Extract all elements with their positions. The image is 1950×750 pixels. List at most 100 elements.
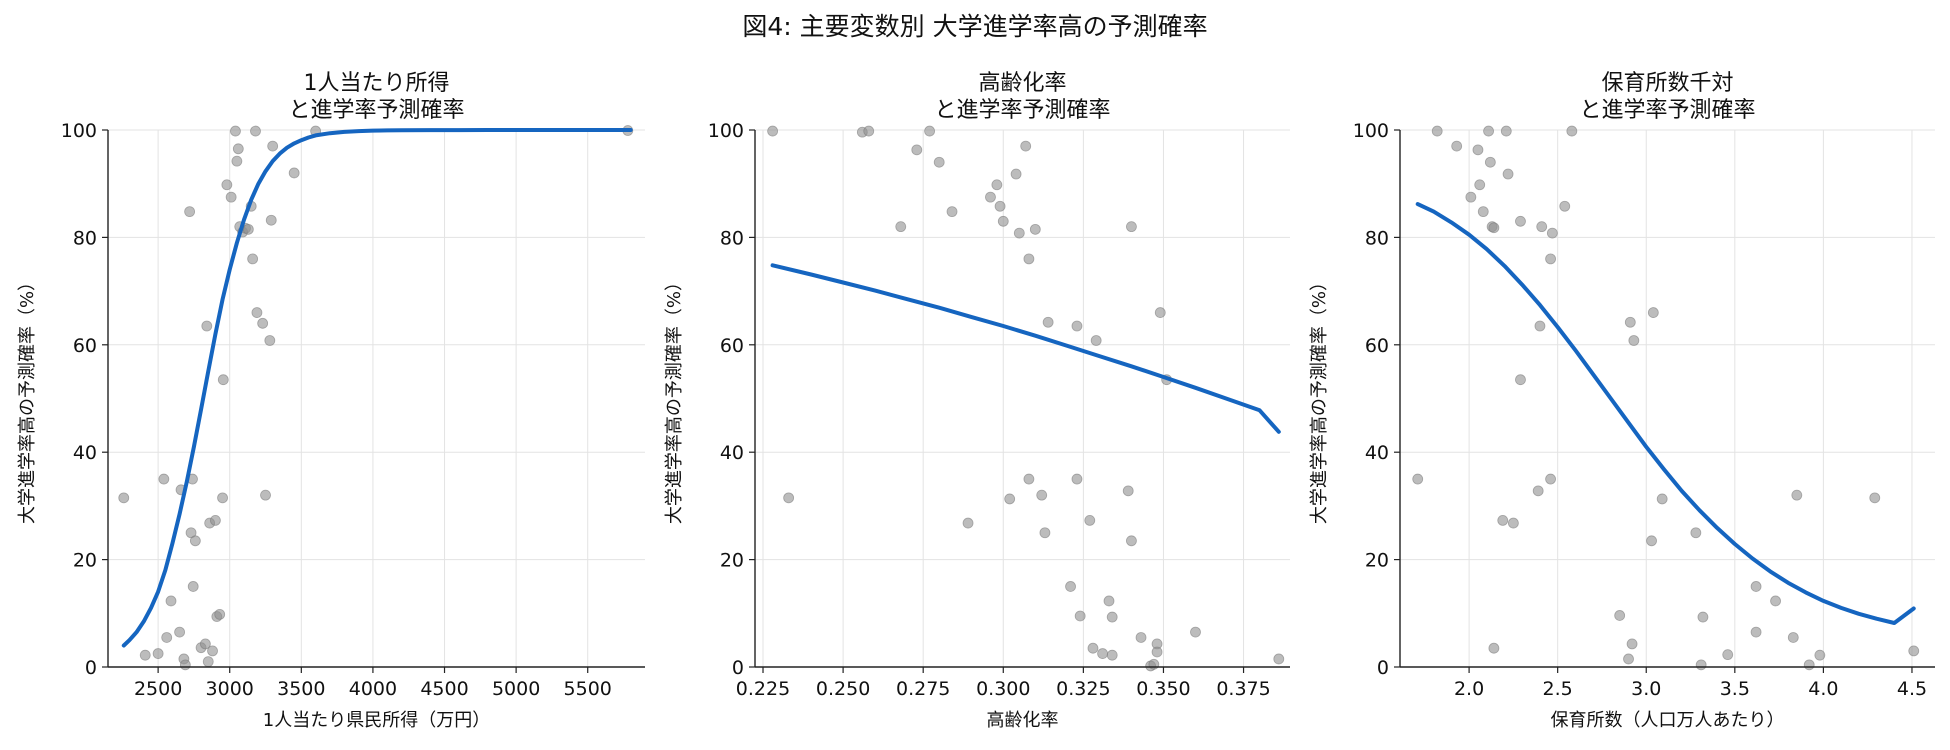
scatter-point-8 bbox=[1483, 125, 1494, 137]
chart-panel-1: 2500 3000 3500 4000 4500 5000 5500 0 20 40 60 80 100… bbox=[17, 71, 645, 731]
scatter-point-17 bbox=[1515, 215, 1526, 227]
scatter-point-39 bbox=[1750, 626, 1762, 638]
scatter-point-41 bbox=[260, 489, 271, 501]
scatter-point-28 bbox=[225, 191, 237, 203]
chart-title-line-1: 保育所数千対 bbox=[1601, 71, 1733, 96]
scatter-point-38 bbox=[1722, 649, 1734, 661]
scatter-point-29 bbox=[1624, 316, 1636, 328]
scatter-point-40 bbox=[1750, 581, 1762, 592]
scatter-point-5 bbox=[161, 632, 173, 643]
scatter-point-23 bbox=[1039, 527, 1051, 539]
scatter-point-9 bbox=[1484, 156, 1496, 168]
scatter-point-27 bbox=[1614, 610, 1626, 621]
scatter-point-33 bbox=[1103, 595, 1115, 607]
x-tick-label: 5000 bbox=[492, 678, 540, 700]
scatter-point-47 bbox=[1273, 653, 1285, 665]
scatter-point-37 bbox=[1126, 221, 1137, 233]
scatter-point-25 bbox=[217, 492, 228, 504]
scatter-point-37 bbox=[1697, 611, 1709, 623]
scatter-point-21 bbox=[1029, 223, 1041, 235]
x-tick-label: 4.0 bbox=[1808, 678, 1838, 700]
scatter-point-42 bbox=[1787, 632, 1799, 643]
chart-panels: 2500 3000 3500 4000 4500 5000 5500020406080100… bbox=[17, 71, 1935, 731]
scatter-point-43 bbox=[1151, 646, 1163, 658]
fitted-curve bbox=[1415, 202, 1916, 625]
x-tick-label: 3500 bbox=[277, 678, 325, 700]
scatter-point-16 bbox=[1507, 517, 1519, 529]
scatter-point-16 bbox=[1010, 168, 1022, 180]
x-tick-label: 0.225 bbox=[736, 678, 790, 700]
scatter-point-29 bbox=[230, 125, 241, 137]
scatter-point-43 bbox=[1791, 489, 1803, 501]
scatter-point-1 bbox=[1412, 473, 1424, 485]
scatter-point-41 bbox=[1770, 595, 1781, 607]
scatter-point-25 bbox=[1065, 581, 1076, 592]
scatter-point-39 bbox=[1135, 632, 1147, 643]
scatter-point-10 bbox=[962, 517, 974, 529]
x-tick-label: 0.300 bbox=[976, 678, 1030, 700]
scatter-point-6 bbox=[165, 595, 177, 607]
chart-panel-2: 0.225 0.250 0.275 0.300 0.325 0.350 0.375 0 20 40… bbox=[664, 71, 1290, 731]
scatter-point-46 bbox=[1190, 626, 1201, 638]
x-tick-label: 0.250 bbox=[816, 678, 870, 700]
scatter-point-15 bbox=[1502, 168, 1514, 180]
scatter-point-6 bbox=[911, 144, 923, 156]
scatter-point-1 bbox=[767, 125, 779, 137]
y-tick-label: 60 bbox=[73, 335, 97, 357]
chart-title-line-2: と進学率予測確率 bbox=[288, 98, 464, 123]
scatter-point-4 bbox=[863, 125, 875, 137]
scatter-point-11 bbox=[1488, 222, 1500, 234]
scatter-point-44 bbox=[1803, 659, 1815, 671]
scatter-point-18 bbox=[1515, 374, 1526, 386]
scatter-point-43 bbox=[265, 214, 277, 226]
scatter-point-7 bbox=[1477, 206, 1489, 218]
scatter-point-17 bbox=[1013, 227, 1025, 239]
scatter-point-21 bbox=[207, 645, 218, 657]
y-axis-label: 大学進学率高の予測確率（%） bbox=[1309, 273, 1330, 524]
scatter-point-2 bbox=[139, 649, 151, 661]
scatter-point-24 bbox=[1546, 227, 1558, 239]
scatter-point-29 bbox=[1084, 514, 1096, 526]
scatter-point-42 bbox=[264, 335, 276, 346]
scatter-point-19 bbox=[1532, 485, 1544, 497]
scatter-point-34 bbox=[1106, 649, 1118, 661]
y-tick-label: 20 bbox=[73, 550, 97, 572]
scatter-point-3 bbox=[1451, 140, 1463, 152]
scatter-point-38 bbox=[250, 125, 261, 137]
scatter-point-37 bbox=[247, 253, 259, 265]
scatter-point-28 bbox=[1074, 610, 1086, 622]
figure-suptitle: 図4: 主要変数別 大学進学率高の予測確率 bbox=[742, 12, 1207, 41]
scatter-point-35 bbox=[1690, 527, 1702, 539]
scatter-point-31 bbox=[1628, 335, 1640, 346]
y-tick-label: 60 bbox=[1365, 335, 1389, 357]
y-tick-label: 80 bbox=[73, 227, 97, 249]
scatter-point-12 bbox=[991, 179, 1003, 191]
scatter-point-30 bbox=[231, 155, 243, 167]
y-axis-label: 大学進学率高の予測確率（%） bbox=[664, 273, 685, 524]
scatter-point-14 bbox=[1500, 125, 1512, 137]
x-tick-label: 0.350 bbox=[1136, 678, 1190, 700]
x-tick-label: 2500 bbox=[134, 678, 182, 700]
x-axis-label: 1人当たり県民所得（万円） bbox=[263, 710, 490, 731]
x-tick-label: 0.275 bbox=[896, 678, 950, 700]
scatter-point-35 bbox=[242, 223, 254, 235]
scatter-point-7 bbox=[924, 125, 935, 137]
scatter-point-27 bbox=[1071, 320, 1083, 332]
scatter-point-35 bbox=[1106, 611, 1118, 623]
scatter-point-24 bbox=[214, 608, 226, 620]
scatter-point-12 bbox=[1488, 642, 1500, 654]
x-tick-label: 3.5 bbox=[1720, 678, 1750, 700]
scatter-point-10 bbox=[179, 659, 191, 671]
scatter-point-4 bbox=[1465, 191, 1477, 203]
y-axis-label: 大学進学率高の予測確率（%） bbox=[17, 273, 38, 524]
scatter-point-31 bbox=[1090, 335, 1102, 346]
y-tick-label: 100 bbox=[708, 120, 744, 142]
chart-panel-3: 2.0 2.5 3.0 3.5 4.0 4.5 0 20 40 60 80 100 保育所数千対と進学率… bbox=[1309, 71, 1935, 731]
scatter-point-30 bbox=[1087, 642, 1099, 654]
scatter-point-14 bbox=[997, 215, 1009, 227]
scatter-point-6 bbox=[1474, 179, 1486, 191]
scatter-point-27 bbox=[221, 179, 233, 191]
scatter-point-21 bbox=[1536, 221, 1548, 233]
scatter-point-40 bbox=[257, 317, 269, 329]
x-tick-label: 3000 bbox=[206, 678, 254, 700]
